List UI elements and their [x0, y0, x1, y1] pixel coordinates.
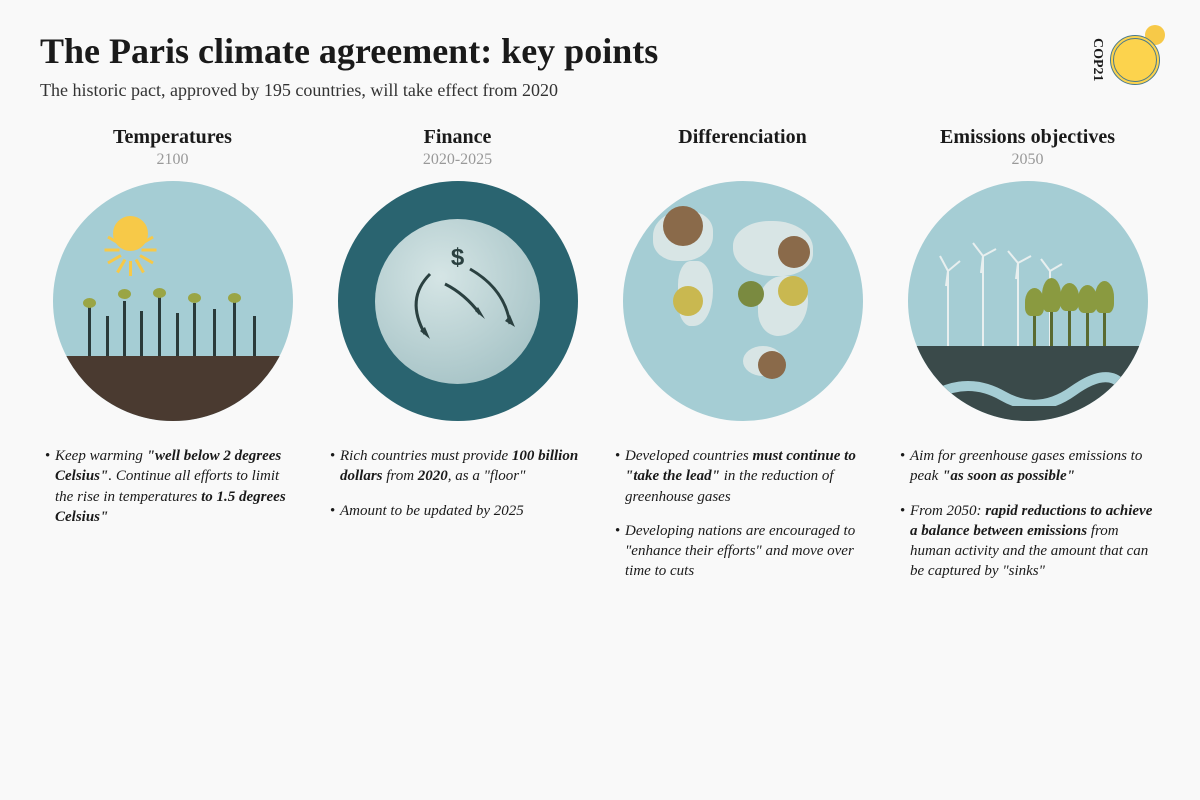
region-dot — [663, 206, 703, 246]
point-item: From 2050: rapid reductions to achieve a… — [900, 501, 1155, 582]
col-title: Emissions objectives — [895, 126, 1160, 149]
col-title: Differenciation — [610, 126, 875, 149]
point-item: Developing nations are encouraged to "en… — [615, 521, 870, 582]
points: Aim for greenhouse gases emissions to pe… — [895, 446, 1160, 582]
points: Developed countries must continue to "ta… — [610, 446, 875, 582]
column-temperatures: Temperatures 2100 — [40, 126, 305, 596]
column-finance: Finance 2020-2025 $ Rich countries must … — [325, 126, 590, 596]
col-year: 2050 — [895, 151, 1160, 169]
dead-trees-icon — [78, 291, 268, 361]
point-item: Keep warming "well below 2 degrees Celsi… — [45, 446, 300, 527]
region-dot — [778, 276, 808, 306]
region-dot — [778, 236, 810, 268]
columns-container: Temperatures 2100 — [40, 126, 1160, 596]
column-differentiation: Differenciation Developed countries must… — [610, 126, 875, 596]
col-title: Finance — [325, 126, 590, 149]
logo-text: COP21 — [1089, 38, 1105, 82]
points: Keep warming "well below 2 degrees Celsi… — [40, 446, 305, 527]
cop21-logo: COP21 — [1089, 35, 1160, 85]
globe-icon: $ — [375, 219, 540, 384]
region-dot — [758, 351, 786, 379]
temperatures-illustration — [53, 181, 293, 421]
point-item: Amount to be updated by 2025 — [330, 501, 585, 521]
point-item: Aim for greenhouse gases emissions to pe… — [900, 446, 1155, 487]
column-emissions: Emissions objectives 2050 — [895, 126, 1160, 596]
green-trees-icon — [1028, 291, 1118, 351]
sun-icon — [113, 216, 148, 251]
region-dot — [738, 281, 764, 307]
point-item: Rich countries must provide 100 billion … — [330, 446, 585, 487]
infographic-header: The Paris climate agreement: key points … — [40, 30, 1160, 101]
logo-globe-icon — [1110, 35, 1160, 85]
col-year: 2100 — [40, 151, 305, 169]
points: Rich countries must provide 100 billion … — [325, 446, 590, 521]
region-dot — [673, 286, 703, 316]
ground-icon — [53, 356, 293, 421]
finance-illustration: $ — [338, 181, 578, 421]
subtitle: The historic pact, approved by 195 count… — [40, 80, 1160, 101]
point-item: Developed countries must continue to "ta… — [615, 446, 870, 507]
main-title: The Paris climate agreement: key points — [40, 30, 1160, 72]
river-icon — [928, 371, 1128, 406]
col-year — [610, 151, 875, 169]
col-year: 2020-2025 — [325, 151, 590, 169]
emissions-illustration — [908, 181, 1148, 421]
differentiation-illustration — [623, 181, 863, 421]
col-title: Temperatures — [40, 126, 305, 149]
